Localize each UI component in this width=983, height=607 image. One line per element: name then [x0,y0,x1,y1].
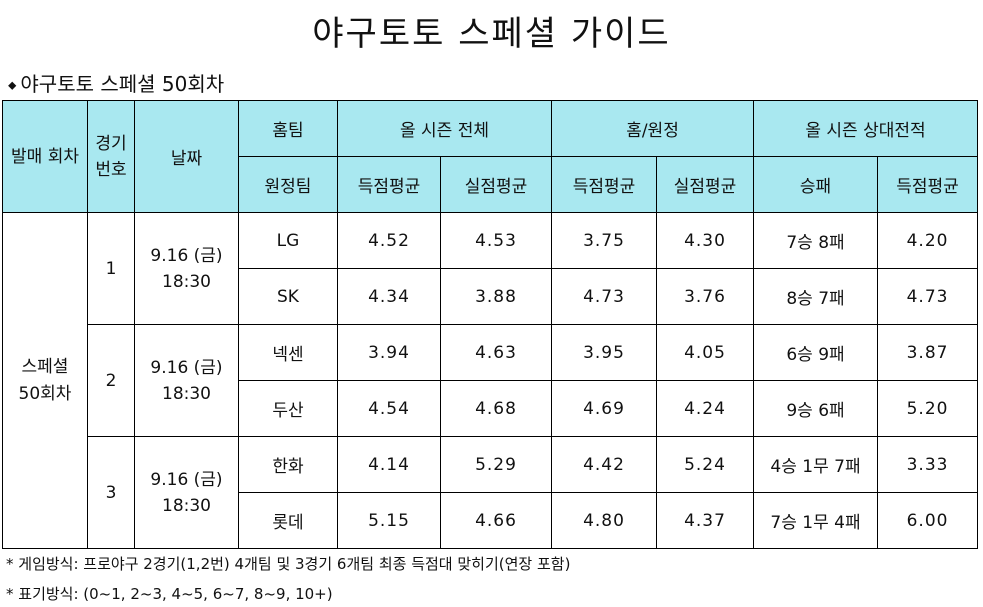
game-number: 1 [87,212,135,325]
ha-allowed: 4.37 [656,492,755,549]
season-allowed: 4.68 [439,380,553,437]
ha-scored: 3.75 [551,212,658,269]
header-ha-allowed: 실점평균 [656,156,755,213]
ha-allowed: 4.05 [656,324,755,381]
season-scored: 4.52 [337,212,441,269]
ha-scored: 4.42 [551,436,658,493]
h2h-scored: 3.33 [877,436,979,493]
team-name: 두산 [238,380,338,437]
h2h-record: 7승 8패 [753,212,879,269]
team-name: 롯데 [238,492,338,549]
table-row: 2 9.16 (금) 18:30 넥센 3.94 4.63 3.95 4.05 … [3,324,979,437]
team-name: 한화 [238,436,338,493]
season-allowed: 3.88 [439,268,553,325]
round-cell: 스페셜 50회차 [2,212,88,549]
header-home-team: 홈팀 [238,100,338,157]
game-date: 9.16 (금) 18:30 [134,212,239,325]
header-date: 날짜 [134,100,239,213]
ha-scored: 4.73 [551,268,658,325]
h2h-record: 9승 6패 [753,380,879,437]
subtitle-text: 야구토토 스페셜 50회차 [20,72,225,96]
header-h2h-record: 승패 [753,156,879,213]
header-season-scored: 득점평균 [337,156,441,213]
header-ha-scored: 득점평균 [551,156,658,213]
header-season-total: 올 시즌 전체 [336,100,553,157]
table-row: 3 9.16 (금) 18:30 한화 4.14 5.29 4.42 5.24 … [3,436,979,549]
ha-scored: 4.69 [551,380,658,437]
ha-allowed: 4.24 [656,380,755,437]
ha-allowed: 4.30 [656,212,755,269]
h2h-scored: 6.00 [877,492,979,549]
ha-scored: 4.80 [551,492,658,549]
h2h-record: 7승 1무 4패 [753,492,879,549]
game-date: 9.16 (금) 18:30 [134,436,239,549]
table-row: SK 4.34 3.88 4.73 3.76 8승 7패 4.73 [3,268,979,325]
table-row: 두산 4.54 4.68 4.69 4.24 9승 6패 5.20 [3,380,979,437]
season-scored: 5.15 [337,492,441,549]
season-allowed: 5.29 [439,436,553,493]
team-name: 넥센 [238,324,338,381]
season-allowed: 4.63 [439,324,553,381]
season-scored: 4.34 [337,268,441,325]
header-away-team: 원정팀 [238,156,338,213]
footnote-notation: * 표기방식: (0~1, 2~3, 4~5, 6~7, 8~9, 10+) [6,585,333,603]
season-scored: 4.14 [337,436,441,493]
guide-table: 발매 회차 경기 번호 날짜 홈팀 올 시즌 전체 홈/원정 올 시즌 상대전적… [2,100,979,549]
footnote-game-method: * 게임방식: 프로야구 2경기(1,2번) 4개팀 및 3경기 6개팀 최종 … [6,555,571,573]
header-season-allowed: 실점평균 [439,156,553,213]
ha-allowed: 3.76 [656,268,755,325]
h2h-scored: 5.20 [877,380,979,437]
game-number: 3 [87,436,135,549]
section-subtitle: ⬥ 야구토토 스페셜 50회차 [8,68,224,97]
header-h2h-scored: 득점평균 [877,156,979,213]
header-home-away: 홈/원정 [551,100,755,157]
h2h-scored: 4.20 [877,212,979,269]
ha-allowed: 5.24 [656,436,755,493]
bullet-icon: ⬥ [8,78,17,92]
h2h-scored: 4.73 [877,268,979,325]
game-date: 9.16 (금) 18:30 [134,324,239,437]
team-name: LG [238,212,338,269]
season-allowed: 4.53 [439,212,553,269]
table-row: 스페셜 50회차 1 9.16 (금) 18:30 LG 4.52 4.53 3… [2,212,979,549]
h2h-scored: 3.87 [877,324,979,381]
h2h-record: 6승 9패 [753,324,879,381]
table-row: 롯데 5.15 4.66 4.80 4.37 7승 1무 4패 6.00 [3,492,979,549]
header-head-to-head: 올 시즌 상대전적 [753,100,979,157]
season-allowed: 4.66 [439,492,553,549]
ha-scored: 3.95 [551,324,658,381]
season-scored: 4.54 [337,380,441,437]
season-scored: 3.94 [337,324,441,381]
header-round: 발매 회차 [2,100,88,213]
h2h-record: 4승 1무 7패 [753,436,879,493]
h2h-record: 8승 7패 [753,268,879,325]
team-name: SK [238,268,338,325]
header-game-no: 경기 번호 [87,100,135,213]
game-number: 2 [87,324,135,437]
page-title: 야구토토 스페셜 가이드 [312,14,671,54]
